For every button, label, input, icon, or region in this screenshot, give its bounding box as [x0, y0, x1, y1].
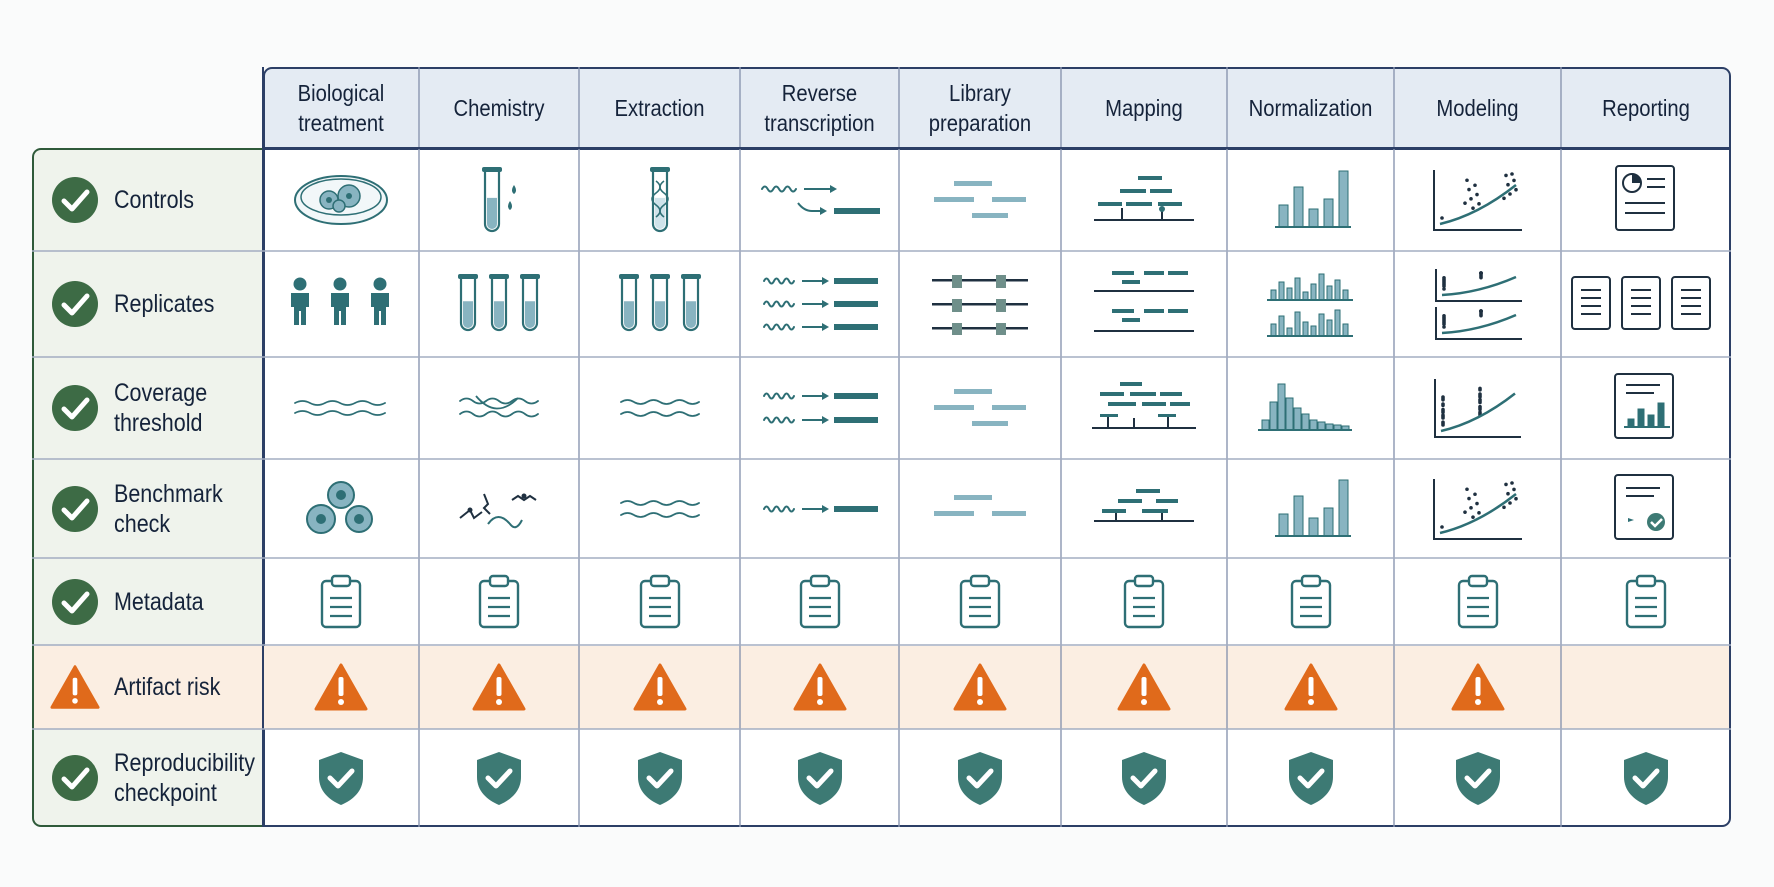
- row-label: Artifact risk: [114, 673, 221, 701]
- warning-icon: [579, 645, 740, 729]
- check-circle-icon: [32, 577, 114, 627]
- scatter-plot-icon: [1394, 148, 1561, 251]
- scatter-plot-icon: [1394, 459, 1561, 558]
- scatter-plot-dense-icon: [1394, 357, 1561, 459]
- clipboard-icon: [1561, 558, 1731, 645]
- test-tube-drops-icon: [419, 148, 579, 251]
- three-documents-icon: [1561, 251, 1731, 357]
- row-header: Replicates: [32, 251, 263, 357]
- test-tube-dna-icon: [579, 148, 740, 251]
- aligned-reads-sparse-icon: [1061, 459, 1227, 558]
- warning-icon: [899, 645, 1061, 729]
- rna-to-cdna-single-icon: [740, 459, 899, 558]
- column-header-bar: [263, 67, 1731, 148]
- row-label: Metadata: [114, 587, 204, 616]
- shield-check-icon: [263, 729, 419, 827]
- row-label: Reproducibility checkpoint: [114, 749, 256, 807]
- fragments-small-icon: [899, 459, 1061, 558]
- histogram-icon: [1227, 357, 1394, 459]
- bar-chart-double-icon: [1227, 251, 1394, 357]
- check-circle-icon: [32, 175, 114, 225]
- check-circle-icon: [32, 484, 114, 534]
- wave-double-icon: [579, 459, 740, 558]
- three-test-tubes-icon: [579, 251, 740, 357]
- molecules-icon: [419, 459, 579, 558]
- column-header: Reporting: [1602, 94, 1690, 121]
- bar-chart-icon: [1227, 459, 1394, 558]
- clipboard-icon: [579, 558, 740, 645]
- fragments-triple-icon: [899, 251, 1061, 357]
- row-header: Reproducibility checkpoint: [32, 729, 263, 827]
- shield-check-icon: [1561, 729, 1731, 827]
- report-bar-icon: [1561, 357, 1731, 459]
- column-header: Extraction: [614, 94, 705, 121]
- row-label: Replicates: [114, 290, 215, 318]
- row-label: Controls: [114, 185, 195, 214]
- wave-single-icon: [263, 357, 419, 459]
- row-header: Controls: [32, 148, 263, 251]
- three-test-tubes-icon: [419, 251, 579, 357]
- row-header: Coverage threshold: [32, 357, 263, 459]
- cells-icon: [263, 459, 419, 558]
- scatter-plot-double-icon: [1394, 251, 1561, 357]
- clipboard-icon: [419, 558, 579, 645]
- column-header: Mapping: [1105, 94, 1183, 121]
- aligned-reads-icon: [1061, 148, 1227, 251]
- petri-dish-icon: [263, 148, 419, 251]
- check-circle-icon: [32, 383, 114, 433]
- row-header: Metadata: [32, 558, 263, 645]
- shield-check-icon: [1394, 729, 1561, 827]
- warning-icon: [419, 645, 579, 729]
- row-label: Coverage threshold: [114, 379, 208, 437]
- shield-check-icon: [1227, 729, 1394, 827]
- fragments-icon: [899, 148, 1061, 251]
- aligned-reads-double-icon: [1061, 251, 1227, 357]
- warning-icon: [740, 645, 899, 729]
- certificate-icon: [1561, 459, 1731, 558]
- bar-chart-icon: [1227, 148, 1394, 251]
- row-header: Artifact risk: [32, 645, 263, 729]
- column-header: Library preparation: [928, 79, 1032, 136]
- clipboard-icon: [263, 558, 419, 645]
- warning-icon: [1227, 645, 1394, 729]
- shield-check-icon: [899, 729, 1061, 827]
- shield-check-icon: [579, 729, 740, 827]
- row-header: Benchmark check: [32, 459, 263, 558]
- shield-check-icon: [1061, 729, 1227, 827]
- people-icon: [263, 251, 419, 357]
- column-header: Reverse transcription: [764, 79, 875, 136]
- clipboard-icon: [899, 558, 1061, 645]
- check-circle-icon: [32, 753, 114, 803]
- artifact-risk-band: [34, 646, 1729, 729]
- shield-check-icon: [740, 729, 899, 827]
- check-circle-icon: [32, 279, 114, 329]
- column-header: Normalization: [1248, 94, 1373, 121]
- clipboard-icon: [1061, 558, 1227, 645]
- warning-icon: [1394, 645, 1561, 729]
- wave-double-icon: [579, 357, 740, 459]
- warning-icon: [263, 645, 419, 729]
- fragments-icon: [899, 357, 1061, 459]
- report-icon: [1561, 148, 1731, 251]
- rna-to-cdna-triple-icon: [740, 251, 899, 357]
- row-label: Benchmark check: [114, 479, 223, 538]
- clipboard-icon: [740, 558, 899, 645]
- wave-tangled-icon: [419, 357, 579, 459]
- aligned-reads-dense-icon: [1061, 357, 1227, 459]
- column-header: Chemistry: [453, 94, 545, 121]
- shield-check-icon: [419, 729, 579, 827]
- warning-icon: [1061, 645, 1227, 729]
- rna-to-cdna-double-icon: [740, 357, 899, 459]
- warning-icon: [32, 662, 114, 712]
- column-header: Biological treatment: [297, 79, 385, 136]
- rna-to-cdna-icon: [740, 148, 899, 251]
- clipboard-icon: [1227, 558, 1394, 645]
- clipboard-icon: [1394, 558, 1561, 645]
- column-header: Modeling: [1436, 94, 1519, 121]
